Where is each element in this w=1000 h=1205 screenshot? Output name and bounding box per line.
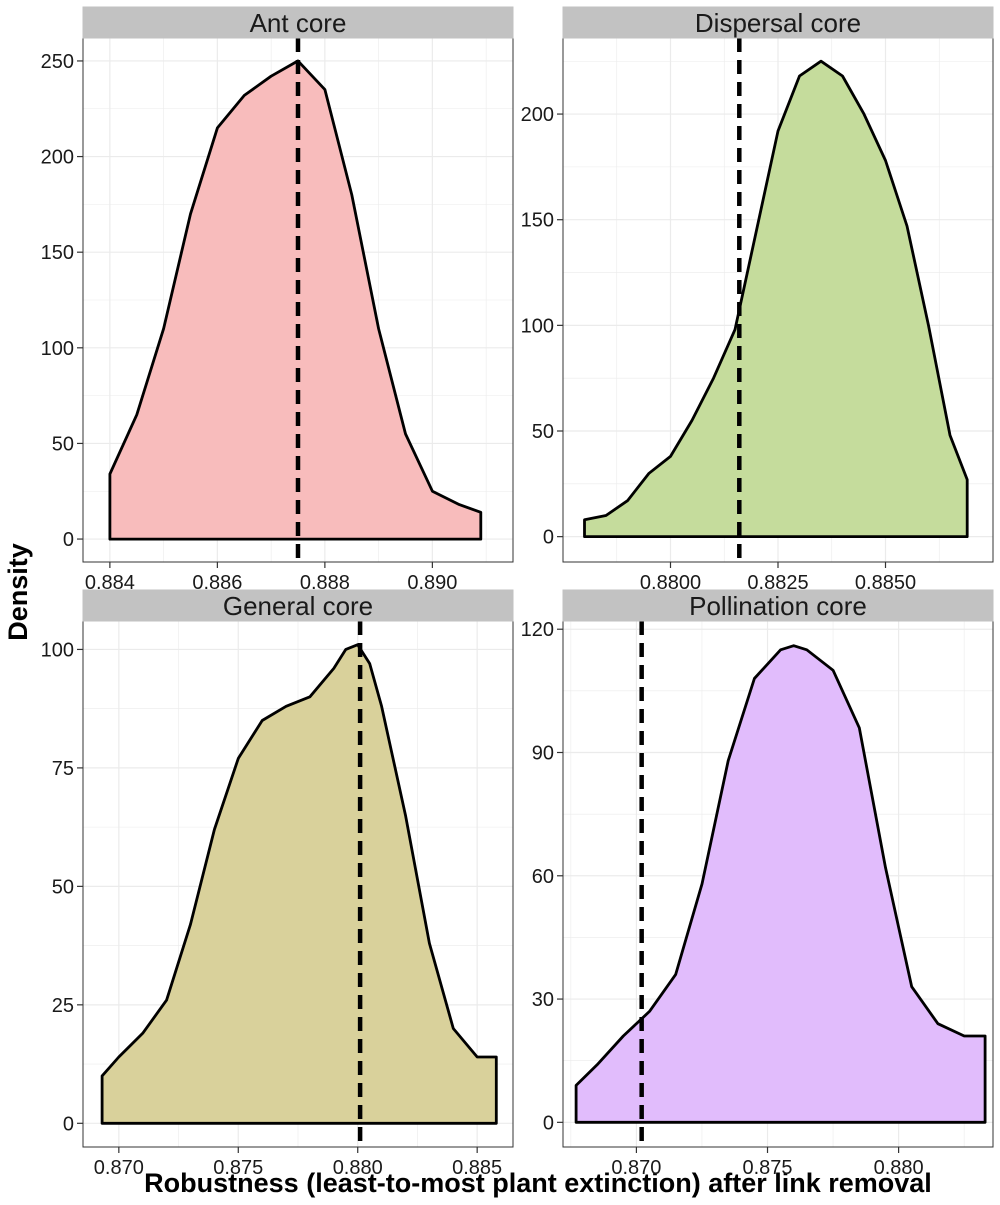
density-area	[100, 643, 498, 1125]
y-tick-label: 150	[41, 242, 74, 264]
y-tick-label: 250	[41, 51, 74, 73]
strip-background	[562, 589, 994, 622]
y-tick-label: 75	[52, 758, 74, 780]
y-tick-label: 50	[532, 421, 554, 443]
strip-title: Dispersal core	[695, 8, 861, 38]
y-tick-label: 200	[41, 147, 74, 169]
strip-title: Ant core	[250, 8, 347, 38]
y-tick-label: 50	[52, 876, 74, 898]
y-tick-label: 200	[521, 104, 554, 126]
strip-title: Pollination core	[689, 591, 867, 621]
strip-background	[562, 6, 994, 39]
strip-background	[82, 589, 514, 622]
density-area	[583, 59, 969, 538]
x-tick-label: 0.890	[407, 572, 457, 594]
x-tick-label: 0.884	[85, 572, 135, 594]
strip-title: General core	[223, 591, 373, 621]
density-area	[108, 59, 483, 541]
y-axis-title: Density	[3, 543, 33, 641]
x-tick-label: 0.880	[874, 1157, 924, 1179]
y-tick-label: 0	[543, 1112, 554, 1134]
panel-4: Pollination core 0.870 0.875 0.880 0 30 60 90 12…	[521, 589, 994, 1179]
y-tick-label: 0	[543, 527, 554, 549]
y-tick-label: 0	[63, 529, 74, 551]
y-tick-label: 30	[532, 989, 554, 1011]
x-axis-title: Robustness (least-to-most plant extincti…	[144, 1168, 932, 1198]
y-tick-label: 100	[41, 338, 74, 360]
x-tick-label: 0.8850	[855, 572, 916, 594]
x-tick-label: 0.870	[611, 1157, 661, 1179]
y-tick-label: 100	[521, 315, 554, 337]
x-tick-label: 0.8825	[747, 572, 808, 594]
x-tick-label: 0.888	[300, 572, 350, 594]
x-tick-label: 0.875	[742, 1157, 792, 1179]
y-tick-label: 25	[52, 995, 74, 1017]
y-tick-label: 100	[41, 639, 74, 661]
panel-1: Ant core 0.884 0.886 0.888 0.890 0 50 100 150 200…	[41, 6, 514, 594]
x-tick-label: 0.870	[94, 1157, 144, 1179]
x-tick-label: 0.880	[333, 1157, 383, 1179]
y-tick-label: 90	[532, 743, 554, 765]
y-tick-label: 120	[521, 619, 554, 641]
y-tick-label: 150	[521, 210, 554, 232]
y-tick-label: 60	[532, 866, 554, 888]
x-tick-label: 0.885	[452, 1157, 502, 1179]
y-tick-label: 0	[63, 1113, 74, 1135]
x-tick-label: 0.886	[192, 572, 242, 594]
panel-3: General core 0.870 0.875 0.880 0.885 0 25 50 75 1…	[41, 589, 514, 1179]
strip-background	[82, 6, 514, 39]
panel-2: Dispersal core 0.8800 0.8825 0.8850 0 50 100 15…	[521, 6, 994, 594]
density-area	[574, 644, 987, 1124]
x-tick-label: 0.8800	[640, 572, 701, 594]
y-tick-label: 50	[52, 433, 74, 455]
x-tick-label: 0.875	[213, 1157, 263, 1179]
